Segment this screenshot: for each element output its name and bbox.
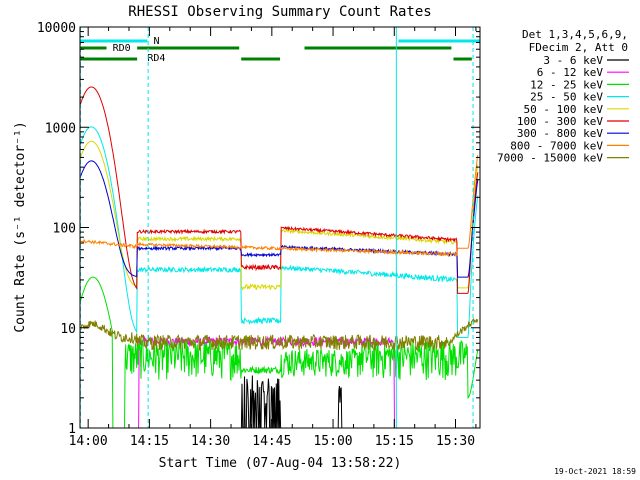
legend-label: 800 - 7000 keV xyxy=(510,139,603,152)
legend-label: 100 - 300 keV xyxy=(517,115,603,128)
y-tick-label: 1 xyxy=(68,422,76,437)
legend-header: FDecim 2, Att 0 xyxy=(529,41,628,54)
legend-label: 25 - 50 keV xyxy=(530,91,603,104)
chart-title: RHESSI Observing Summary Count Rates xyxy=(128,4,431,20)
legend-label: 7000 - 15000 keV xyxy=(497,152,603,165)
x-tick-label: 14:30 xyxy=(191,434,230,449)
series-line xyxy=(79,126,479,338)
flags-layer: N RD0 RD4 xyxy=(80,36,480,64)
legend-label: 300 - 800 keV xyxy=(517,127,603,140)
y-tick-label: 10 xyxy=(60,322,76,337)
x-tick-label: 15:15 xyxy=(375,434,414,449)
y-tick-label: 1000 xyxy=(45,121,76,136)
x-tick-label: 14:00 xyxy=(69,434,108,449)
y-tick-label: 100 xyxy=(53,222,76,237)
legend-header: Det 1,3,4,5,6,9, xyxy=(522,28,628,41)
flag-label-n: N xyxy=(153,36,159,47)
x-axis: 14:00 14:15 14:30 14:45 15:00 15:15 15:30 xyxy=(69,27,477,449)
series-line xyxy=(80,317,479,352)
x-axis-label: Start Time (07-Aug-04 13:58:22) xyxy=(159,456,402,471)
series-line xyxy=(79,86,479,294)
legend-label: 6 - 12 keV xyxy=(537,66,604,79)
y-tick-label: 10000 xyxy=(37,21,76,36)
x-tick-label: 15:30 xyxy=(436,434,475,449)
legend-label: 50 - 100 keV xyxy=(524,103,604,116)
legend: Det 1,3,4,5,6,9,FDecim 2, Att 03 - 6 keV… xyxy=(497,28,629,165)
flag-label-rd4: RD4 xyxy=(147,53,165,64)
timestamp: 19-Oct-2021 18:59 xyxy=(554,467,636,476)
y-axis-label: Count Rate (s⁻¹ detector⁻¹) xyxy=(13,121,28,332)
x-tick-label: 15:00 xyxy=(313,434,352,449)
series-layer xyxy=(79,86,479,429)
legend-label: 12 - 25 keV xyxy=(530,78,603,91)
legend-label: 3 - 6 keV xyxy=(543,54,603,67)
x-tick-label: 14:15 xyxy=(130,434,169,449)
series-line xyxy=(80,154,479,258)
flag-label-rd0: RD0 xyxy=(113,43,131,54)
x-tick-label: 14:45 xyxy=(252,434,291,449)
